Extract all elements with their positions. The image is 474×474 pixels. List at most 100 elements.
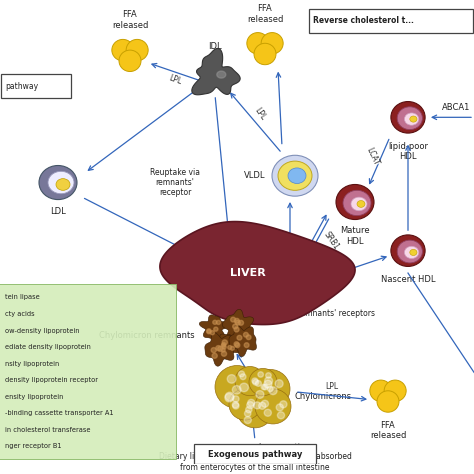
Ellipse shape: [410, 116, 417, 122]
Circle shape: [216, 320, 220, 325]
Circle shape: [244, 343, 249, 347]
Circle shape: [213, 320, 217, 324]
Text: VLDL: VLDL: [244, 171, 265, 180]
Circle shape: [252, 378, 258, 384]
Text: Chylomicrons: Chylomicrons: [295, 392, 352, 401]
Circle shape: [221, 348, 225, 352]
Text: LDLR: LDLR: [174, 264, 196, 273]
Circle shape: [215, 365, 259, 409]
Text: cty acids: cty acids: [5, 311, 35, 317]
Circle shape: [119, 50, 141, 72]
Circle shape: [207, 330, 211, 334]
Circle shape: [238, 371, 245, 377]
Circle shape: [225, 393, 234, 402]
Text: ediate density lipoprotein: ediate density lipoprotein: [5, 344, 91, 350]
Text: tein lipase: tein lipase: [5, 294, 40, 301]
Circle shape: [235, 366, 265, 396]
Ellipse shape: [397, 240, 422, 263]
Polygon shape: [229, 325, 256, 356]
Circle shape: [210, 330, 214, 335]
Ellipse shape: [351, 197, 367, 211]
Circle shape: [207, 329, 211, 333]
Circle shape: [247, 401, 254, 409]
Circle shape: [233, 403, 239, 409]
Circle shape: [222, 340, 228, 345]
Text: in cholesterol transferase: in cholesterol transferase: [5, 427, 91, 433]
Text: FFA
released: FFA released: [370, 421, 406, 440]
Circle shape: [261, 400, 269, 407]
Circle shape: [277, 412, 284, 419]
Circle shape: [250, 369, 290, 409]
Circle shape: [249, 368, 277, 396]
Text: IDL: IDL: [208, 42, 222, 51]
Circle shape: [228, 346, 232, 349]
Circle shape: [264, 380, 272, 388]
Circle shape: [112, 39, 134, 61]
Circle shape: [222, 343, 226, 346]
Text: Mature
HDL: Mature HDL: [340, 227, 370, 246]
Circle shape: [276, 404, 283, 411]
Circle shape: [227, 374, 236, 383]
Circle shape: [247, 33, 269, 54]
Circle shape: [240, 383, 248, 392]
FancyBboxPatch shape: [194, 444, 316, 464]
Ellipse shape: [272, 155, 318, 196]
Polygon shape: [192, 48, 240, 95]
Text: ensity lipoprotein: ensity lipoprotein: [5, 394, 64, 400]
FancyBboxPatch shape: [0, 284, 176, 459]
Circle shape: [234, 327, 239, 332]
Circle shape: [265, 373, 271, 378]
Circle shape: [234, 319, 239, 323]
Text: Reverse cholesterol t...: Reverse cholesterol t...: [313, 17, 414, 26]
Ellipse shape: [391, 101, 425, 133]
Circle shape: [261, 33, 283, 54]
Circle shape: [126, 39, 148, 61]
Ellipse shape: [391, 235, 425, 266]
Text: Dietary lipids (cholesterol, triglycerides) absorbed
from enterocytes of the sma: Dietary lipids (cholesterol, triglycerid…: [159, 452, 351, 472]
Text: Reuptake via remnants' receptors: Reuptake via remnants' receptors: [245, 310, 375, 319]
Circle shape: [280, 401, 287, 408]
Ellipse shape: [357, 201, 365, 207]
Circle shape: [235, 343, 240, 347]
Circle shape: [263, 384, 268, 390]
Circle shape: [230, 346, 234, 350]
Text: FFA
released: FFA released: [112, 10, 148, 30]
Circle shape: [258, 372, 264, 377]
Text: Chylomicron remnants: Chylomicron remnants: [100, 331, 195, 340]
Circle shape: [234, 342, 239, 346]
Text: density lipoprotein receptor: density lipoprotein receptor: [5, 377, 98, 383]
Circle shape: [222, 345, 226, 349]
Circle shape: [259, 402, 266, 409]
Ellipse shape: [56, 179, 70, 191]
Text: FFA
released: FFA released: [247, 4, 283, 24]
Ellipse shape: [48, 171, 74, 194]
Polygon shape: [213, 334, 241, 356]
Polygon shape: [200, 315, 228, 339]
Circle shape: [244, 332, 248, 337]
Circle shape: [232, 385, 241, 394]
Circle shape: [232, 401, 238, 408]
Circle shape: [261, 384, 266, 390]
Circle shape: [245, 410, 251, 417]
Circle shape: [221, 351, 227, 356]
Circle shape: [229, 389, 261, 420]
Circle shape: [235, 320, 240, 325]
Text: Nascent HDL: Nascent HDL: [381, 275, 435, 284]
Circle shape: [238, 320, 244, 325]
Text: Incorporation: Incorporation: [258, 443, 310, 452]
Ellipse shape: [404, 246, 419, 258]
Text: ow-density lipoprotein: ow-density lipoprotein: [5, 328, 80, 334]
Circle shape: [233, 396, 239, 402]
Circle shape: [240, 374, 246, 380]
Text: nger receptor B1: nger receptor B1: [5, 443, 62, 449]
Ellipse shape: [288, 168, 306, 183]
Polygon shape: [222, 309, 254, 340]
Circle shape: [221, 344, 225, 347]
Circle shape: [264, 377, 273, 385]
Text: LCAT: LCAT: [364, 146, 380, 167]
Ellipse shape: [343, 191, 371, 216]
Text: LPL: LPL: [167, 74, 182, 87]
Circle shape: [237, 336, 242, 340]
Circle shape: [244, 417, 251, 424]
Text: nsity lipoprotein: nsity lipoprotein: [5, 361, 59, 367]
